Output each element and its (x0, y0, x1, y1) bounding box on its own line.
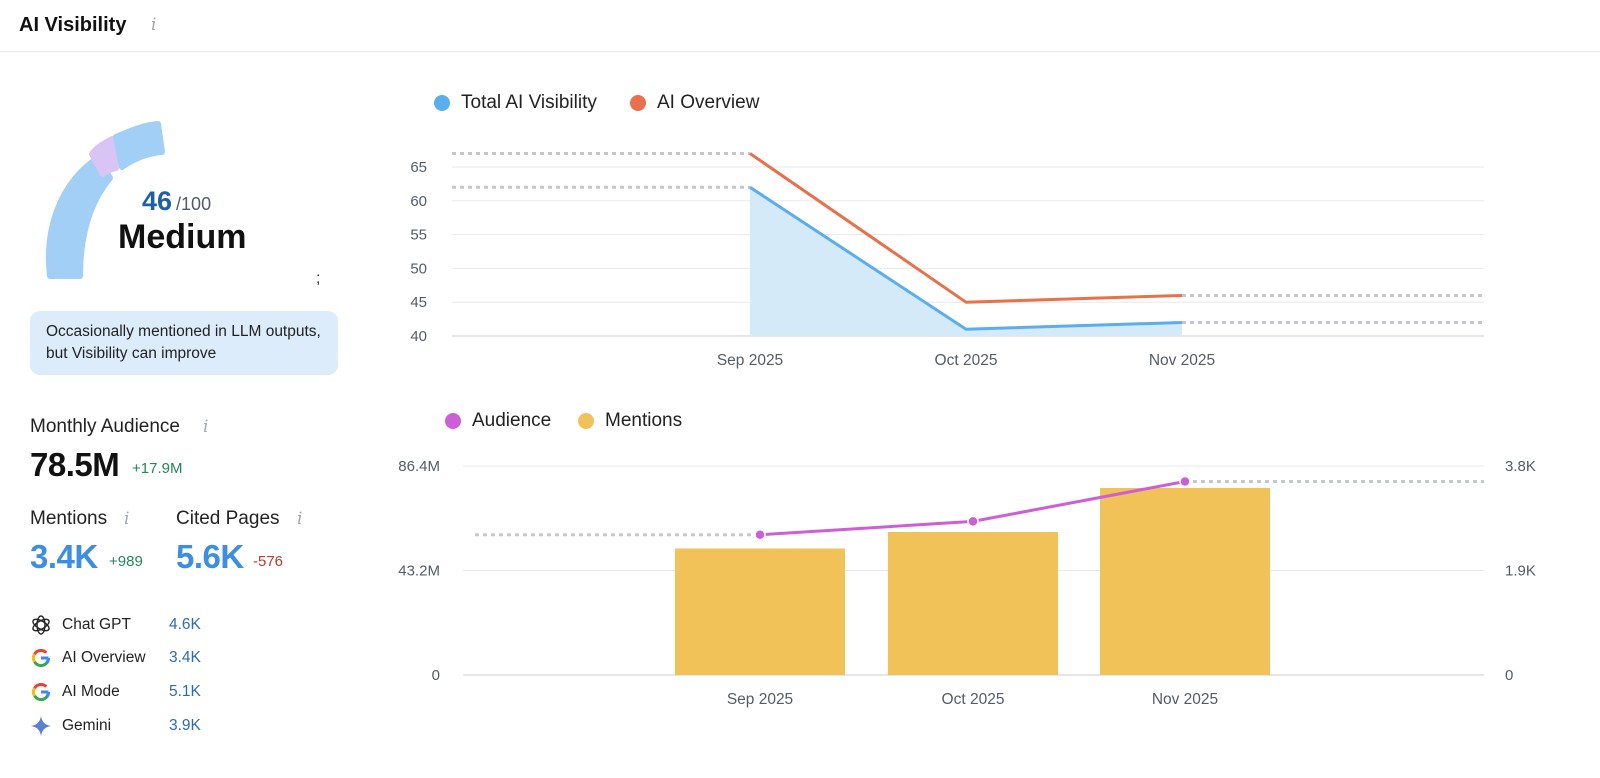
series-line-total (749, 186, 1183, 331)
source-row-chatgpt[interactable]: Chat GPT 4.6K (30, 614, 230, 638)
google-icon (31, 648, 51, 668)
legend-dot (578, 413, 594, 429)
x-tick-label: Nov 2025 (1149, 352, 1215, 369)
y-tick-label: 45 (410, 294, 427, 311)
series-line-overview (749, 152, 1183, 304)
y-tick-label-left: 43.2M (398, 563, 440, 580)
legend-dot (434, 95, 450, 111)
y-tick-label-right: 3.8K (1505, 458, 1536, 475)
header: AI Visibility i (0, 0, 1600, 52)
cited-pages-value: 5.6K (176, 538, 244, 575)
source-name: Gemini (62, 717, 112, 734)
legend-label: Audience (472, 410, 552, 431)
x-tick-label: Sep 2025 (727, 691, 793, 708)
mentions-delta: +989 (109, 553, 143, 570)
legend-dot (445, 413, 461, 429)
info-icon[interactable]: i (297, 509, 303, 529)
x-tick-label: Nov 2025 (1152, 691, 1218, 708)
score-value: 46 (142, 186, 173, 216)
gemini-icon (31, 716, 51, 736)
cited-pages-label: Cited Pages (176, 508, 280, 529)
source-value: 3.9K (169, 717, 201, 734)
legend-label: AI Overview (657, 92, 760, 113)
visibility-gauge (46, 121, 165, 279)
total-area (750, 187, 1182, 336)
legend-dot (630, 95, 646, 111)
stray-text: ; (316, 270, 321, 287)
y-tick-label-left: 0 (432, 667, 440, 684)
source-name: AI Overview (62, 649, 146, 666)
source-name: AI Mode (62, 683, 120, 700)
mentions-bar (675, 548, 845, 675)
y-tick-label-left: 86.4M (398, 458, 440, 475)
info-icon[interactable]: i (124, 509, 130, 529)
audience-point (967, 515, 979, 528)
gauge-purple-segment (89, 136, 119, 177)
chatgpt-icon (32, 615, 50, 635)
cited-pages-delta: -576 (253, 553, 284, 570)
score-max: /100 (176, 194, 212, 214)
y-tick-label: 40 (410, 328, 427, 345)
y-tick-label-right: 1.9K (1505, 563, 1536, 580)
source-value: 5.1K (169, 683, 201, 700)
info-icon[interactable]: i (203, 417, 209, 437)
visibility-note: Occasionally mentioned in LLM outputs, b… (30, 311, 338, 375)
visibility-level: Medium (118, 218, 247, 256)
monthly-audience-delta: +17.9M (132, 460, 183, 477)
google-icon (31, 682, 51, 702)
mentions-bar (1100, 488, 1270, 675)
source-value: 4.6K (169, 616, 201, 633)
legend-label: Mentions (605, 410, 683, 431)
x-tick-label: Oct 2025 (935, 352, 998, 369)
audience-point (754, 528, 766, 541)
page-title: AI Visibility (19, 14, 127, 36)
source-name: Chat GPT (62, 616, 131, 633)
mentions-label: Mentions (30, 508, 108, 529)
y-tick-label: 55 (410, 227, 427, 244)
gauge-top-segment (113, 121, 165, 170)
audience-point (1179, 475, 1191, 488)
source-row-ai-overview[interactable]: AI Overview 3.4K (30, 647, 230, 671)
source-value: 3.4K (169, 649, 201, 666)
source-row-ai-mode[interactable]: AI Mode 5.1K (30, 681, 230, 705)
legend-label: Total AI Visibility (461, 92, 597, 113)
mentions-bar (888, 532, 1058, 675)
monthly-audience-value: 78.5M (30, 446, 120, 483)
y-tick-label: 50 (410, 260, 427, 277)
y-tick-label: 65 (410, 159, 427, 176)
y-tick-label-right: 0 (1505, 667, 1513, 684)
info-icon[interactable]: i (151, 15, 157, 35)
monthly-audience-label: Monthly Audience (30, 416, 180, 437)
mentions-value: 3.4K (30, 538, 98, 575)
source-row-gemini[interactable]: Gemini 3.9K (30, 715, 230, 739)
y-tick-label: 60 (410, 193, 427, 210)
x-tick-label: Oct 2025 (942, 691, 1005, 708)
x-tick-label: Sep 2025 (717, 352, 783, 369)
score: 46/100 (142, 186, 211, 217)
